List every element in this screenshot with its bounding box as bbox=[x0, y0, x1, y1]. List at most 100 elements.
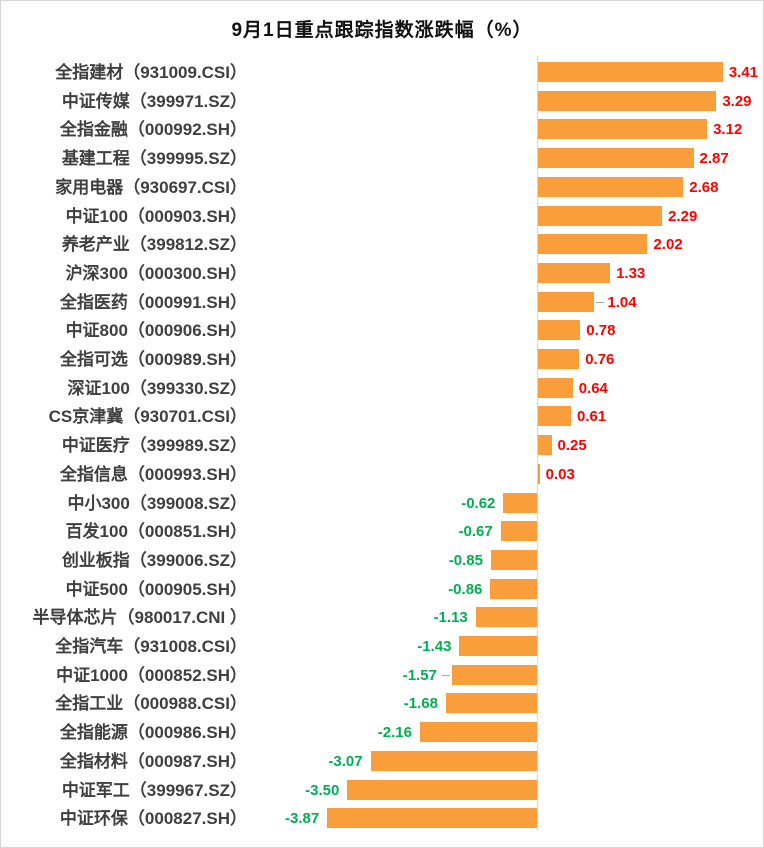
value-label: -1.57 bbox=[402, 666, 437, 684]
bar-chart-plot-area: 全指建材（931009.CSI） 3.41 中证传媒（399971.SZ） 3.29 全… bbox=[1, 56, 763, 847]
category-label: 半导体芯片（980017.CNI ） bbox=[32, 608, 247, 628]
bar bbox=[327, 808, 537, 829]
bar bbox=[538, 234, 648, 255]
category-label: 深证100（399330.SZ） bbox=[67, 378, 247, 398]
category-label: 中证医疗（399989.SZ） bbox=[61, 436, 247, 456]
value-label: 0.64 bbox=[578, 379, 608, 397]
value-label: -0.86 bbox=[448, 580, 483, 598]
bar bbox=[419, 722, 537, 743]
chart-title: 9月1日重点跟踪指数涨跌幅（%） bbox=[231, 20, 533, 41]
category-label: 家用电器（930697.CSI） bbox=[55, 177, 247, 197]
category-label: 全指信息（000993.SH） bbox=[59, 464, 247, 484]
category-label: 中证500（000905.SH） bbox=[65, 579, 247, 599]
category-label: 百发100（000851.SH） bbox=[65, 522, 247, 542]
chart-row: 全指工业（000988.CSI） -1.68 bbox=[1, 689, 763, 718]
chart-row: 创业板指（399006.SZ） -0.85 bbox=[1, 546, 763, 575]
category-label: 全指金融（000992.SH） bbox=[59, 120, 247, 140]
bar bbox=[538, 176, 684, 197]
bar bbox=[538, 148, 694, 169]
category-label: 全指可选（000989.SH） bbox=[59, 350, 247, 369]
chart-row: 全指信息（000993.SH） 0.03 bbox=[1, 460, 763, 489]
category-label: 养老产业（399812.SZ） bbox=[61, 235, 247, 255]
value-label: -3.07 bbox=[328, 752, 363, 770]
bar bbox=[451, 664, 537, 685]
value-label: -1.43 bbox=[417, 638, 452, 655]
category-label: 全指建材（931009.CSI） bbox=[55, 63, 247, 82]
category-label: 创业板指（399006.SZ） bbox=[61, 550, 247, 570]
zero-axis-line bbox=[537, 56, 538, 831]
chart-row: 全指材料（000987.SH） -3.07 bbox=[1, 747, 763, 776]
category-label: 中小300（399008.SZ） bbox=[67, 493, 247, 513]
bar bbox=[538, 377, 573, 398]
value-label: -2.16 bbox=[377, 724, 412, 742]
chart-row: 中证传媒（399971.SZ） 3.29 bbox=[1, 87, 763, 116]
label-leader-line bbox=[441, 674, 450, 676]
bar bbox=[538, 463, 540, 484]
category-label: 中证100（000903.SH） bbox=[65, 206, 247, 226]
chart-row: 中证军工（399967.SZ） -3.50 bbox=[1, 776, 763, 805]
bar bbox=[538, 291, 595, 312]
category-label: CS京津冀（930701.CSI） bbox=[48, 407, 247, 427]
value-label: 3.12 bbox=[713, 121, 743, 139]
chart-row: 全指医药（000991.SH） 1.04 bbox=[1, 288, 763, 317]
value-label: -1.68 bbox=[403, 695, 438, 713]
label-leader-line bbox=[596, 301, 605, 303]
value-label: 0.61 bbox=[577, 408, 607, 426]
bar bbox=[538, 205, 663, 226]
chart-row: 中证100（000903.SH） 2.29 bbox=[1, 202, 763, 231]
chart-row: CS京津冀（930701.CSI） 0.61 bbox=[1, 402, 763, 431]
bar bbox=[370, 750, 537, 771]
category-label: 中证传媒（399971.SZ） bbox=[61, 91, 247, 111]
chart-row: 中小300（399008.SZ） -0.62 bbox=[1, 489, 763, 518]
chart-row: 全指汽车（931008.CSI） -1.43 bbox=[1, 632, 763, 661]
chart-row: 中证医疗（399989.SZ） 0.25 bbox=[1, 431, 763, 460]
value-label: -3.50 bbox=[305, 781, 340, 799]
bar bbox=[538, 119, 708, 140]
bar bbox=[503, 492, 537, 513]
value-label: 2.02 bbox=[653, 236, 683, 254]
value-label: -1.13 bbox=[433, 609, 468, 627]
category-label: 全指能源（000986.SH） bbox=[59, 723, 247, 743]
value-label: -0.67 bbox=[458, 523, 493, 541]
category-label: 基建工程（399995.SZ） bbox=[61, 149, 247, 169]
bar bbox=[538, 62, 723, 82]
chart-row: 沪深300（000300.SH） 1.33 bbox=[1, 259, 763, 288]
value-label: 2.68 bbox=[689, 178, 719, 196]
bar bbox=[347, 779, 537, 800]
bar bbox=[490, 578, 537, 599]
category-label: 沪深300（000300.SH） bbox=[65, 263, 247, 283]
value-label: 0.03 bbox=[545, 465, 575, 483]
value-label: 0.25 bbox=[557, 437, 587, 455]
chart-row: 中证环保（000827.SH） -3.87 bbox=[1, 804, 763, 833]
bar bbox=[445, 693, 537, 714]
bar bbox=[475, 607, 537, 628]
chart-row: 半导体芯片（980017.CNI ） -1.13 bbox=[1, 603, 763, 632]
value-label: -0.85 bbox=[448, 551, 483, 569]
value-label: 2.29 bbox=[668, 207, 698, 225]
category-label: 全指材料（000987.SH） bbox=[59, 751, 247, 771]
category-label: 中证军工（399967.SZ） bbox=[61, 780, 247, 800]
bar bbox=[538, 349, 580, 369]
chart-row: 中证1000（000852.SH） -1.57 bbox=[1, 661, 763, 690]
category-label: 全指医药（000991.SH） bbox=[59, 292, 247, 312]
chart-row: 全指能源（000986.SH） -2.16 bbox=[1, 718, 763, 747]
category-label: 中证800（000906.SH） bbox=[65, 321, 247, 341]
bar bbox=[459, 636, 537, 656]
chart-row: 基建工程（399995.SZ） 2.87 bbox=[1, 144, 763, 173]
value-label: -3.87 bbox=[285, 810, 320, 828]
bar bbox=[500, 521, 537, 542]
category-label: 中证环保（000827.SH） bbox=[59, 809, 247, 829]
bar bbox=[538, 262, 611, 283]
chart-row: 百发100（000851.SH） -0.67 bbox=[1, 517, 763, 546]
chart-row: 深证100（399330.SZ） 0.64 bbox=[1, 374, 763, 403]
value-label: -0.62 bbox=[461, 494, 496, 512]
category-label: 全指工业（000988.CSI） bbox=[55, 694, 247, 714]
value-label: 3.29 bbox=[722, 92, 752, 110]
bar bbox=[538, 406, 572, 427]
category-label: 中证1000（000852.SH） bbox=[56, 665, 247, 685]
category-label: 全指汽车（931008.CSI） bbox=[55, 637, 247, 656]
chart-row: 中证500（000905.SH） -0.86 bbox=[1, 575, 763, 604]
value-label: 0.78 bbox=[586, 322, 616, 340]
chart-row: 家用电器（930697.CSI） 2.68 bbox=[1, 173, 763, 202]
